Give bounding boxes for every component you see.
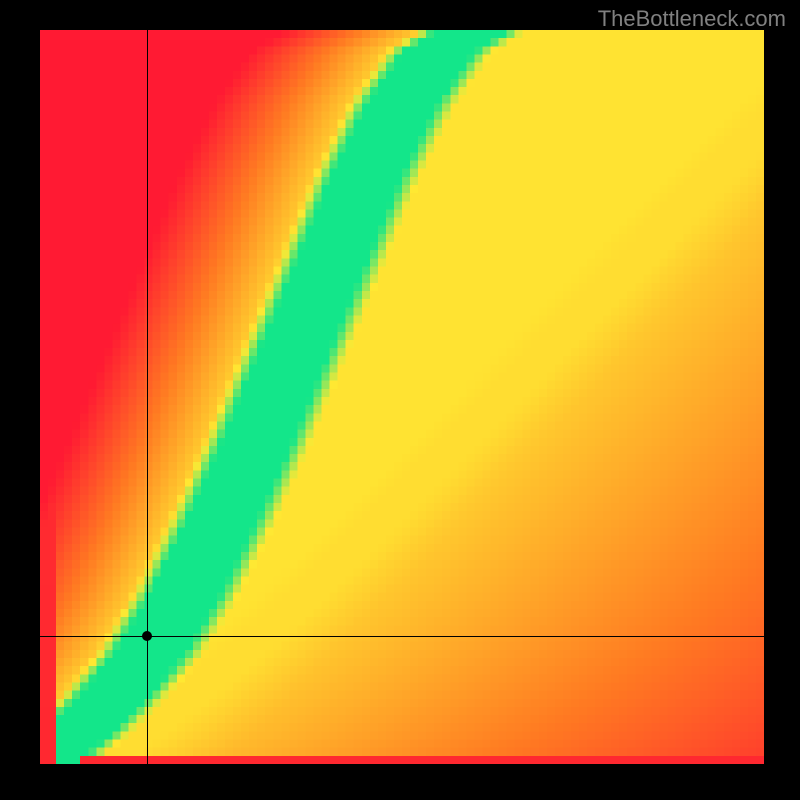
- plot-area: [40, 30, 764, 764]
- crosshair-vertical: [147, 30, 148, 764]
- crosshair-marker-dot: [142, 631, 152, 641]
- watermark-text: TheBottleneck.com: [598, 6, 786, 32]
- heatmap-canvas: [40, 30, 764, 764]
